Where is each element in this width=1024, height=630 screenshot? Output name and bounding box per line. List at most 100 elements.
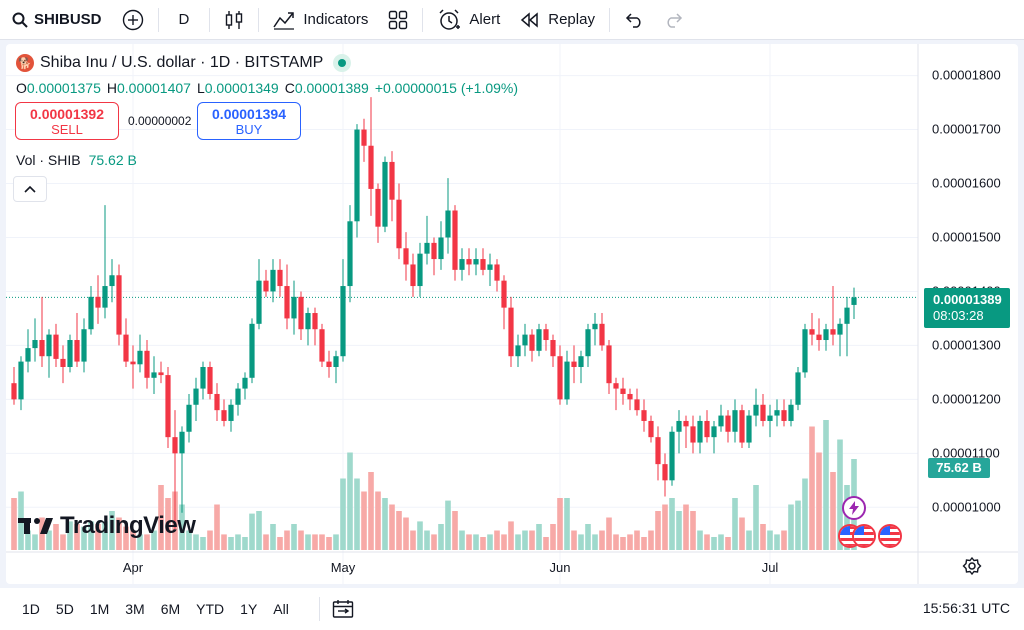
tradingview-logo[interactable]: TradingView bbox=[18, 512, 196, 540]
sell-label: SELL bbox=[51, 122, 83, 137]
volume-bar bbox=[256, 511, 262, 550]
volume-bar bbox=[354, 478, 360, 550]
volume-bar bbox=[641, 537, 647, 550]
range-button-3m[interactable]: 3M bbox=[125, 601, 145, 617]
close-value: 0.00001389 bbox=[294, 80, 369, 96]
volume-bar bbox=[424, 530, 430, 550]
collapse-legend-button[interactable] bbox=[13, 176, 47, 202]
volume-bar bbox=[718, 534, 724, 550]
volume-bar bbox=[536, 524, 542, 550]
candle-body bbox=[767, 415, 773, 421]
chart-type-button[interactable] bbox=[214, 0, 254, 40]
volume-bar bbox=[137, 534, 143, 550]
candle-body bbox=[697, 420, 703, 443]
volume-bar bbox=[809, 426, 815, 550]
redo-button[interactable] bbox=[654, 0, 694, 40]
search-icon bbox=[12, 12, 28, 28]
candle-body bbox=[263, 280, 269, 292]
volume-bar bbox=[550, 524, 556, 550]
last-price: 0.00001389 bbox=[933, 292, 1002, 307]
candle-body bbox=[81, 329, 87, 362]
range-button-5d[interactable]: 5D bbox=[55, 601, 74, 617]
candle-body bbox=[368, 145, 374, 189]
toolbar-divider bbox=[422, 7, 424, 32]
volume-bar bbox=[11, 498, 17, 550]
volume-bar bbox=[333, 534, 339, 550]
candle-body bbox=[508, 307, 514, 357]
layouts-button[interactable] bbox=[378, 0, 418, 40]
candle-body bbox=[599, 323, 605, 346]
volume-bar bbox=[697, 530, 703, 550]
candle-body bbox=[158, 372, 164, 376]
volume-bar bbox=[508, 521, 514, 550]
candle-body bbox=[627, 393, 633, 400]
candle-body bbox=[823, 329, 829, 341]
range-button-6m[interactable]: 6M bbox=[160, 601, 181, 617]
volume-bar bbox=[396, 511, 402, 550]
range-button-ytd[interactable]: YTD bbox=[196, 601, 225, 617]
volume-bar bbox=[725, 537, 731, 550]
volume-bar bbox=[186, 530, 192, 550]
candle-body bbox=[375, 188, 381, 227]
indicators-button[interactable]: Indicators bbox=[263, 0, 378, 40]
alert-button[interactable]: Alert bbox=[427, 0, 510, 40]
volume-bar bbox=[298, 530, 304, 550]
candle-body bbox=[634, 399, 640, 411]
sell-button[interactable]: 0.00001392 SELL bbox=[15, 102, 119, 140]
volume-bar bbox=[592, 534, 598, 550]
volume-bar bbox=[214, 504, 220, 550]
utc-clock[interactable]: 15:56:31 UTC bbox=[922, 600, 1010, 616]
replay-button[interactable]: Replay bbox=[510, 0, 605, 40]
volume-bar bbox=[669, 498, 675, 550]
candle-body bbox=[396, 199, 402, 249]
symbol-search-button[interactable]: SHIBUSD bbox=[0, 0, 112, 40]
candle-body bbox=[305, 313, 311, 330]
buy-button[interactable]: 0.00001394 BUY bbox=[197, 102, 301, 140]
candle-body bbox=[109, 275, 115, 287]
compare-symbol-button[interactable] bbox=[112, 0, 154, 40]
volume-legend[interactable]: Vol · SHIB 75.62 B bbox=[16, 152, 137, 168]
price-tick-label: 0.00001000 bbox=[932, 499, 1001, 514]
add-circle-icon bbox=[122, 9, 143, 30]
shiba-coin-icon: 🐕 bbox=[16, 54, 34, 72]
range-button-1m[interactable]: 1M bbox=[89, 601, 110, 617]
candle-body bbox=[781, 410, 787, 421]
candle-body bbox=[704, 420, 710, 438]
volume-bar bbox=[837, 439, 843, 550]
market-status-icon[interactable] bbox=[333, 54, 352, 72]
range-button-1y[interactable]: 1Y bbox=[240, 601, 258, 617]
price-tick-label: 0.00001200 bbox=[932, 391, 1001, 406]
go-to-date-button[interactable] bbox=[318, 597, 354, 621]
candle-body bbox=[816, 334, 822, 341]
candle-body bbox=[137, 350, 143, 365]
volume-bar bbox=[613, 534, 619, 550]
candle-body bbox=[256, 280, 262, 324]
settings-gear-icon[interactable] bbox=[962, 556, 982, 576]
lightning-event-icon[interactable] bbox=[842, 496, 866, 520]
volume-label: Vol · SHIB bbox=[16, 152, 81, 168]
range-button-1d[interactable]: 1D bbox=[22, 601, 40, 617]
undo-button[interactable] bbox=[614, 0, 654, 40]
candle-body bbox=[837, 323, 843, 335]
volume-bar bbox=[165, 498, 171, 550]
candle-body bbox=[88, 296, 94, 330]
low-value: 0.00001349 bbox=[204, 80, 279, 96]
us-flag-event-icon[interactable] bbox=[852, 524, 876, 548]
chart-panel[interactable]: 0.00001800 0.00001700 0.00001600 0.00001500… bbox=[6, 44, 1018, 584]
interval-button[interactable]: D bbox=[163, 0, 206, 40]
symbol-legend[interactable]: 🐕 Shiba Inu / U.S. dollar · 1D · BITSTAM… bbox=[16, 54, 352, 72]
volume-bar bbox=[452, 511, 458, 550]
price-chart[interactable]: 0.00001800 0.00001700 0.00001600 0.00001500… bbox=[6, 44, 1018, 584]
range-button-all[interactable]: All bbox=[273, 601, 289, 617]
volume-bar bbox=[466, 534, 472, 550]
candle-body bbox=[809, 329, 815, 335]
volume-bar bbox=[480, 537, 486, 550]
us-flag-event-icon[interactable] bbox=[878, 524, 902, 548]
candle-body bbox=[424, 242, 430, 254]
candle-body bbox=[32, 340, 38, 349]
candle-body bbox=[431, 242, 437, 260]
volume-bar bbox=[312, 534, 318, 550]
candle-body bbox=[214, 393, 220, 411]
volume-bar bbox=[116, 517, 122, 550]
volume-bar bbox=[620, 537, 626, 550]
